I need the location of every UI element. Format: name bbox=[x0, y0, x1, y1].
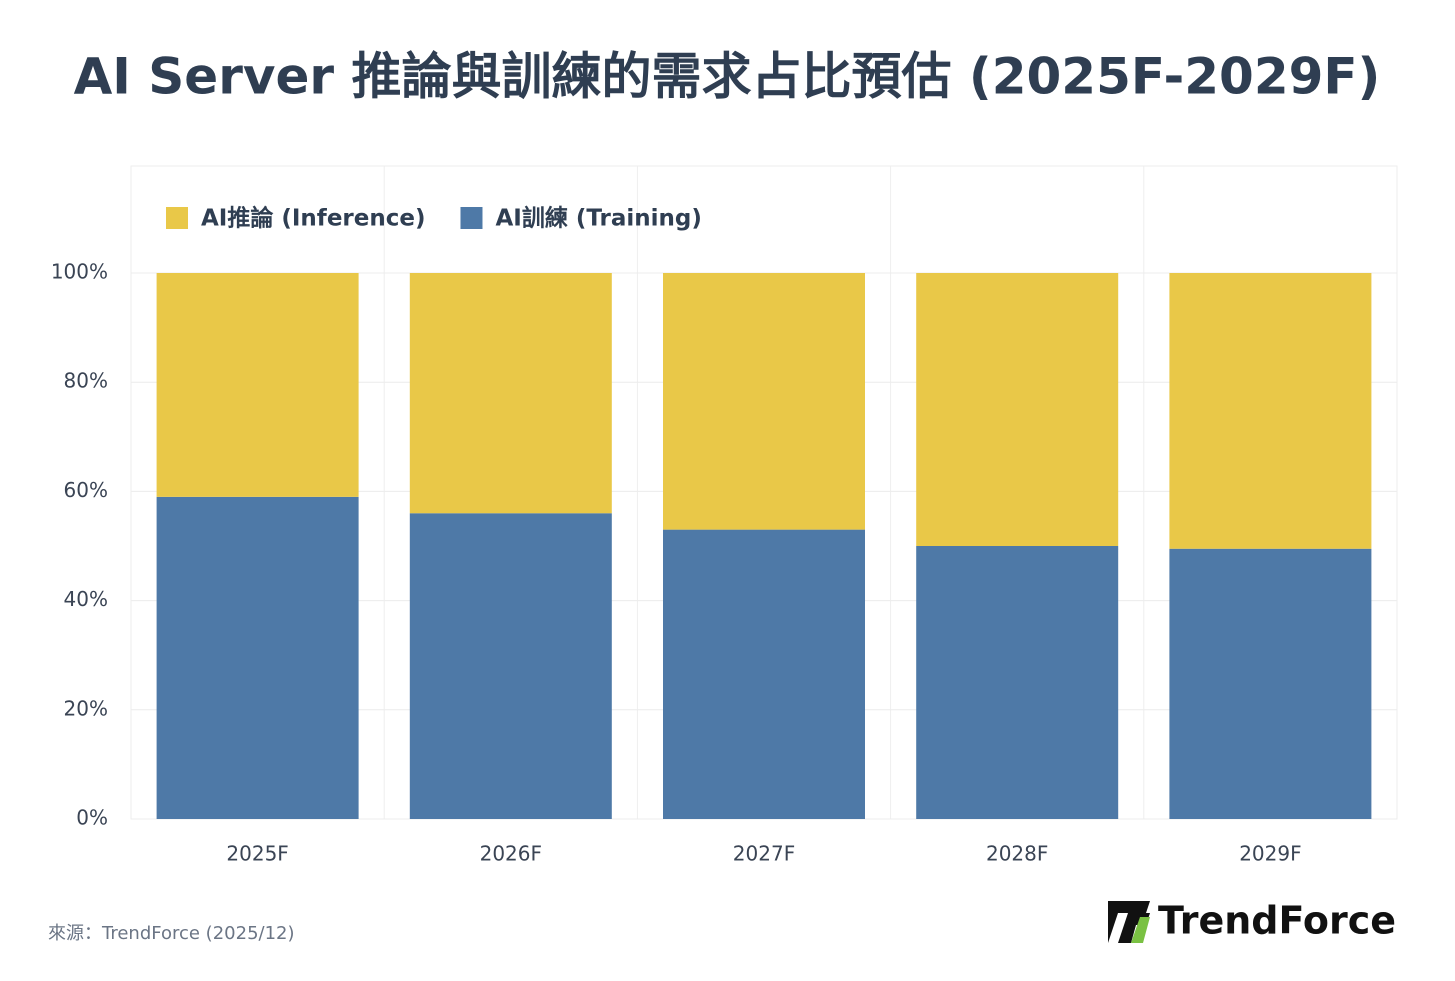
logo-icon bbox=[1131, 917, 1150, 943]
bar-segment bbox=[916, 273, 1119, 546]
x-tick-label: 2027F bbox=[733, 842, 795, 866]
chart-title: AI Server 推論與訓練的需求占比預估 (2025F-2029F) bbox=[74, 48, 1381, 106]
y-tick-label: 40% bbox=[64, 587, 108, 611]
x-tick-label: 2025F bbox=[226, 842, 288, 866]
logo-icon bbox=[1108, 901, 1150, 943]
bar-segment bbox=[1169, 273, 1372, 549]
bar-segment bbox=[156, 496, 359, 819]
bar-segment bbox=[663, 273, 865, 530]
x-tick-label: 2026F bbox=[480, 842, 542, 866]
x-tick-label: 2029F bbox=[1239, 842, 1301, 866]
bar-segment bbox=[1169, 548, 1372, 819]
bar-segment bbox=[156, 273, 359, 497]
y-tick-label: 100% bbox=[51, 260, 108, 284]
legend-swatch bbox=[166, 207, 188, 229]
bar-segment bbox=[663, 529, 865, 819]
legend-label: AI推論 (Inference) bbox=[201, 205, 425, 232]
y-tick-label: 20% bbox=[64, 696, 108, 720]
bar-segment bbox=[916, 546, 1119, 819]
y-tick-label: 80% bbox=[64, 369, 108, 393]
logo-text: TrendForce bbox=[1158, 899, 1396, 943]
bar-segment bbox=[409, 513, 612, 819]
logo: TrendForce bbox=[1108, 899, 1396, 943]
legend-swatch bbox=[460, 207, 483, 229]
x-tick-label: 2028F bbox=[986, 842, 1048, 866]
y-tick-label: 0% bbox=[76, 806, 108, 830]
y-tick-label: 60% bbox=[64, 478, 108, 502]
bar-segment bbox=[409, 273, 612, 514]
legend-label: AI訓練 (Training) bbox=[495, 205, 701, 232]
source: 來源：TrendForce (2025/12) bbox=[48, 923, 295, 944]
